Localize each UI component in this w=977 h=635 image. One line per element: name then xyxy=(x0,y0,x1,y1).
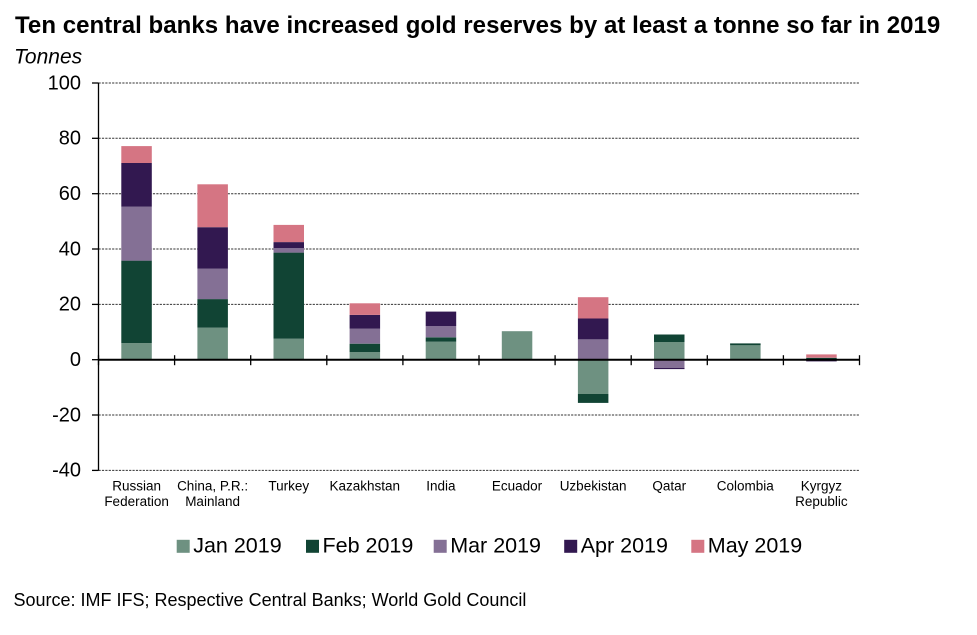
svg-text:Republic: Republic xyxy=(795,494,848,509)
svg-text:100: 100 xyxy=(48,72,81,94)
svg-text:Colombia: Colombia xyxy=(717,479,775,494)
svg-text:0: 0 xyxy=(70,349,81,371)
svg-text:Mainland: Mainland xyxy=(185,494,240,509)
svg-text:Jan 2019: Jan 2019 xyxy=(193,534,281,558)
svg-text:Mar 2019: Mar 2019 xyxy=(450,534,541,558)
svg-text:Tonnes: Tonnes xyxy=(14,46,83,69)
svg-text:Russian: Russian xyxy=(112,479,161,494)
svg-text:Federation: Federation xyxy=(104,494,169,509)
svg-text:Ecuador: Ecuador xyxy=(492,479,543,494)
svg-text:Qatar: Qatar xyxy=(652,479,686,494)
svg-text:40: 40 xyxy=(59,238,81,260)
svg-text:-20: -20 xyxy=(52,404,81,426)
svg-text:May 2019: May 2019 xyxy=(708,534,802,558)
svg-text:20: 20 xyxy=(59,294,81,316)
svg-text:Apr 2019: Apr 2019 xyxy=(581,534,668,558)
svg-text:Ten central banks have increas: Ten central banks have increased gold re… xyxy=(15,12,940,39)
svg-text:Feb 2019: Feb 2019 xyxy=(323,534,414,558)
svg-text:Turkey: Turkey xyxy=(268,479,309,494)
svg-text:Kyrgyz: Kyrgyz xyxy=(801,479,843,494)
svg-text:Uzbekistan: Uzbekistan xyxy=(560,479,627,494)
svg-text:China, P.R.:: China, P.R.: xyxy=(177,479,248,494)
svg-text:80: 80 xyxy=(59,128,81,150)
svg-text:-40: -40 xyxy=(52,460,81,482)
svg-text:Kazakhstan: Kazakhstan xyxy=(330,479,401,494)
svg-text:60: 60 xyxy=(59,183,81,205)
svg-text:Source: IMF IFS; Respective Ce: Source: IMF IFS; Respective Central Bank… xyxy=(14,590,527,610)
svg-text:India: India xyxy=(426,479,456,494)
